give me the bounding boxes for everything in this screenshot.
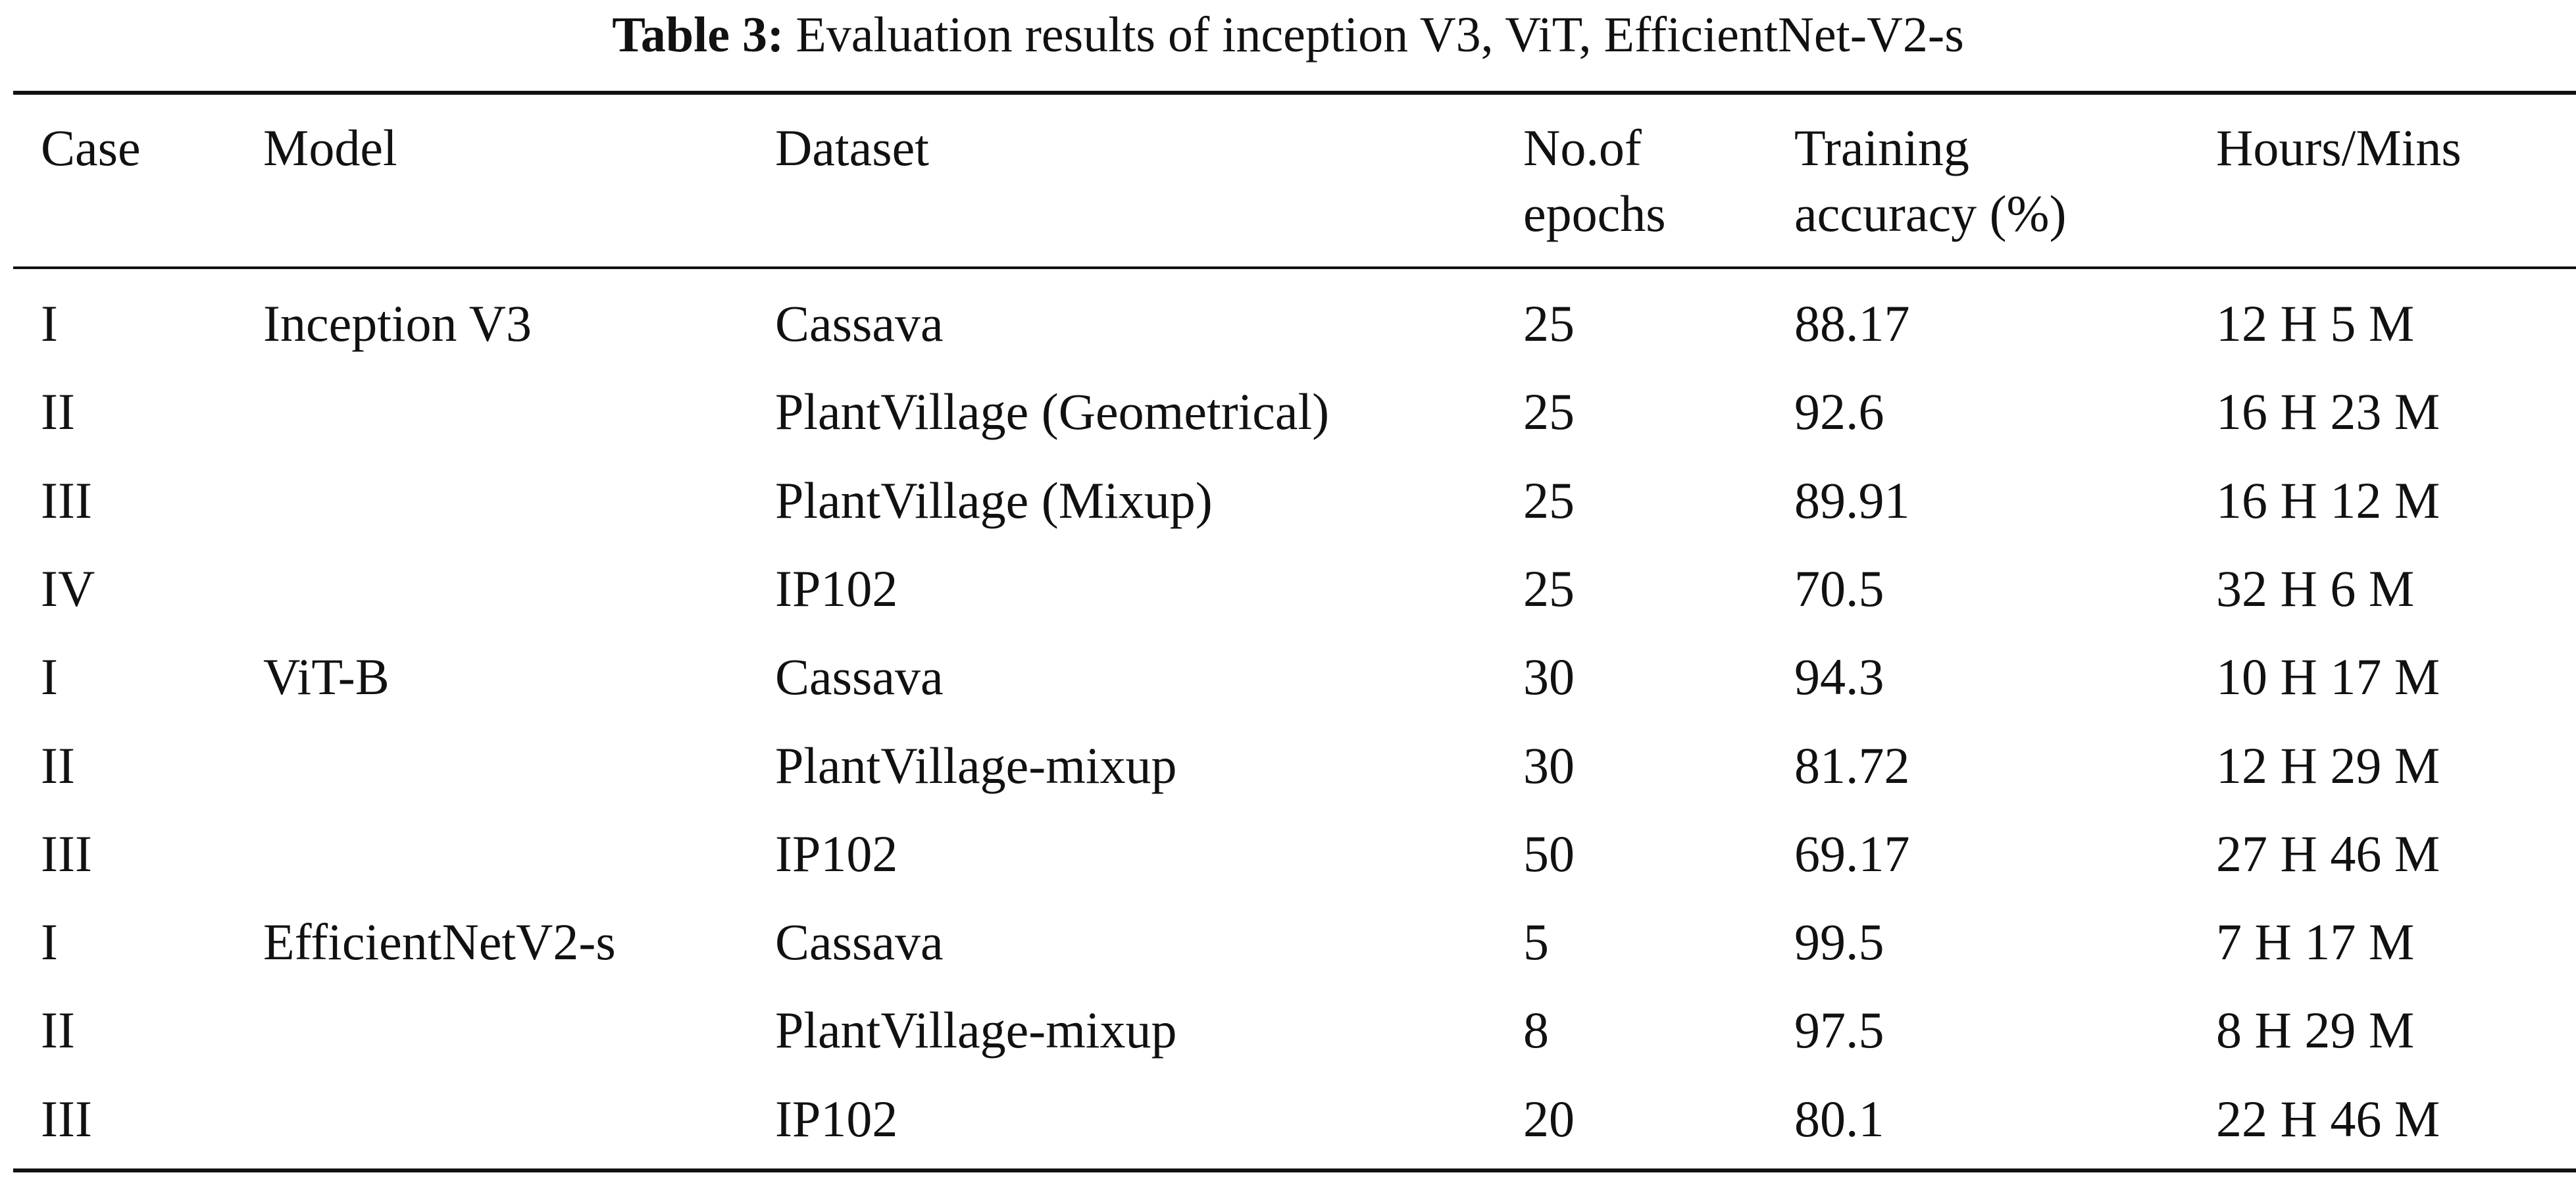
- cell-model: Inception V3: [263, 295, 532, 352]
- cell-case: II: [41, 736, 75, 794]
- cell-hours-mins: 16 H 12 M: [2216, 471, 2440, 529]
- header-epochs: No.of: [1523, 119, 1642, 176]
- cell-hours-mins: 10 H 17 M: [2216, 648, 2440, 706]
- cell-training-accuracy: 81.72: [1794, 736, 1910, 794]
- cell-case: III: [41, 1090, 92, 1147]
- bottom-rule: [13, 1168, 2576, 1172]
- cell-epochs: 25: [1523, 383, 1575, 441]
- cell-training-accuracy: 70.5: [1794, 559, 1884, 617]
- header-epochs: epochs: [1523, 185, 1666, 242]
- cell-epochs: 30: [1523, 648, 1575, 706]
- cell-epochs: 20: [1523, 1090, 1575, 1147]
- header-hours-mins: Hours/Mins: [2216, 119, 2462, 176]
- cell-training-accuracy: 89.91: [1794, 471, 1910, 529]
- cell-training-accuracy: 88.17: [1794, 295, 1910, 352]
- cell-hours-mins: 12 H 5 M: [2216, 295, 2415, 352]
- cell-hours-mins: 7 H 17 M: [2216, 913, 2415, 971]
- cell-hours-mins: 16 H 23 M: [2216, 383, 2440, 441]
- cell-training-accuracy: 80.1: [1794, 1090, 1884, 1147]
- cell-epochs: 50: [1523, 824, 1575, 882]
- cell-epochs: 8: [1523, 1001, 1549, 1059]
- cell-epochs: 25: [1523, 559, 1575, 617]
- cell-training-accuracy: 97.5: [1794, 1001, 1884, 1059]
- cell-model: ViT-B: [263, 648, 390, 706]
- cell-dataset: PlantVillage (Geometrical): [775, 383, 1330, 441]
- top-rule: [13, 91, 2576, 95]
- cell-hours-mins: 32 H 6 M: [2216, 559, 2415, 617]
- header-case: Case: [41, 119, 141, 176]
- cell-case: III: [41, 471, 92, 529]
- table-caption: Table 3: Evaluation results of inception …: [0, 5, 2576, 64]
- cell-training-accuracy: 92.6: [1794, 383, 1884, 441]
- cell-epochs: 25: [1523, 471, 1575, 529]
- cell-case: II: [41, 1001, 75, 1059]
- cell-dataset: PlantVillage-mixup: [775, 736, 1177, 794]
- cell-dataset: Cassava: [775, 913, 944, 971]
- cell-case: II: [41, 383, 75, 441]
- header-dataset: Dataset: [775, 119, 929, 176]
- caption-text: Evaluation results of inception V3, ViT,…: [796, 7, 1964, 63]
- cell-epochs: 25: [1523, 295, 1575, 352]
- cell-dataset: IP102: [775, 824, 898, 882]
- cell-dataset: IP102: [775, 559, 898, 617]
- cell-epochs: 5: [1523, 913, 1549, 971]
- cell-dataset: PlantVillage-mixup: [775, 1001, 1177, 1059]
- header-model: Model: [263, 119, 397, 176]
- header-training-accuracy: Training: [1794, 119, 1969, 176]
- cell-case: I: [41, 913, 58, 971]
- header-rule: [13, 266, 2576, 269]
- cell-hours-mins: 27 H 46 M: [2216, 824, 2440, 882]
- cell-dataset: PlantVillage (Mixup): [775, 471, 1213, 529]
- cell-hours-mins: 12 H 29 M: [2216, 736, 2440, 794]
- cell-hours-mins: 22 H 46 M: [2216, 1090, 2440, 1147]
- header-training-accuracy: accuracy (%): [1794, 185, 2067, 242]
- cell-hours-mins: 8 H 29 M: [2216, 1001, 2415, 1059]
- cell-dataset: Cassava: [775, 295, 944, 352]
- cell-case: IV: [41, 559, 95, 617]
- cell-model: EfficientNetV2-s: [263, 913, 616, 971]
- cell-dataset: Cassava: [775, 648, 944, 706]
- cell-case: I: [41, 295, 58, 352]
- cell-training-accuracy: 69.17: [1794, 824, 1910, 882]
- cell-dataset: IP102: [775, 1090, 898, 1147]
- cell-training-accuracy: 99.5: [1794, 913, 1884, 971]
- cell-epochs: 30: [1523, 736, 1575, 794]
- cell-training-accuracy: 94.3: [1794, 648, 1884, 706]
- cell-case: I: [41, 648, 58, 706]
- cell-case: III: [41, 824, 92, 882]
- caption-label: Table 3:: [612, 7, 784, 63]
